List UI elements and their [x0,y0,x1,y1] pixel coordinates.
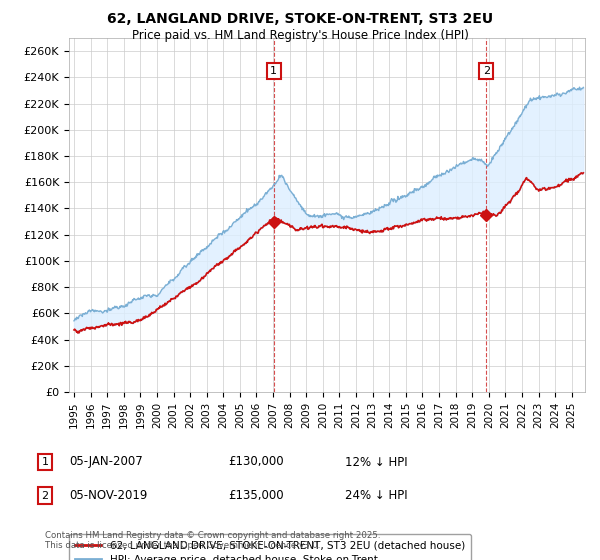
Text: 1: 1 [270,66,277,76]
Legend: 62, LANGLAND DRIVE, STOKE-ON-TRENT, ST3 2EU (detached house), HPI: Average price: 62, LANGLAND DRIVE, STOKE-ON-TRENT, ST3 … [69,534,471,560]
Text: £135,000: £135,000 [228,489,284,502]
Text: 12% ↓ HPI: 12% ↓ HPI [345,455,407,469]
Text: 05-JAN-2007: 05-JAN-2007 [69,455,143,469]
Text: 24% ↓ HPI: 24% ↓ HPI [345,489,407,502]
Text: Contains HM Land Registry data © Crown copyright and database right 2025.
This d: Contains HM Land Registry data © Crown c… [45,530,380,550]
Text: 62, LANGLAND DRIVE, STOKE-ON-TRENT, ST3 2EU: 62, LANGLAND DRIVE, STOKE-ON-TRENT, ST3 … [107,12,493,26]
Text: 1: 1 [41,457,49,467]
Text: £130,000: £130,000 [228,455,284,469]
Text: 2: 2 [41,491,49,501]
Text: Price paid vs. HM Land Registry's House Price Index (HPI): Price paid vs. HM Land Registry's House … [131,29,469,42]
Text: 2: 2 [483,66,490,76]
Text: 05-NOV-2019: 05-NOV-2019 [69,489,148,502]
